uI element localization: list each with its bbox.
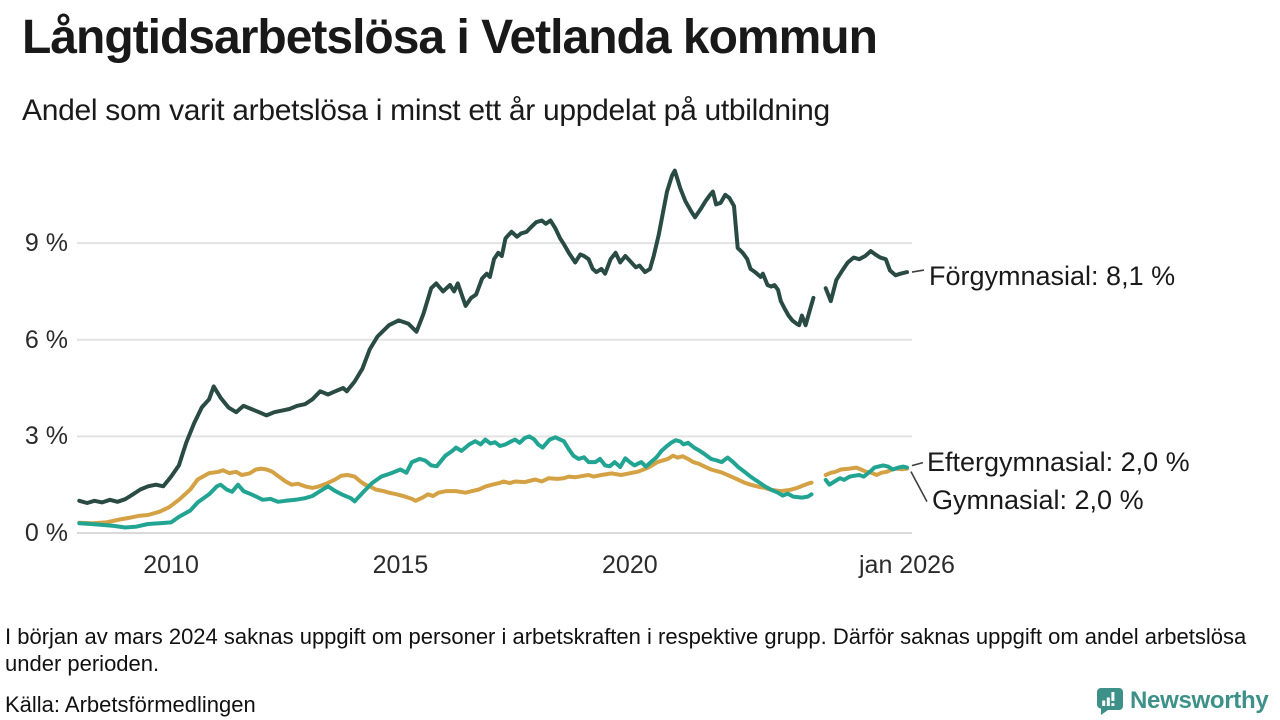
- y-axis-tick-3: 3 %: [24, 422, 68, 451]
- x-axis-tick-2010: 2010: [143, 551, 199, 579]
- series-line-gymnasial-seg1: [77, 453, 814, 526]
- x-axis-tick-jan-2026: jan 2026: [858, 551, 955, 579]
- source-line: Källa: Arbetsförmedlingen: [5, 692, 256, 717]
- x-axis-tick-2020: 2020: [602, 551, 658, 579]
- label-connector-gymnasial: [910, 471, 928, 502]
- page-title: Långtidsarbetslösa i Vetlanda kommun: [22, 11, 878, 64]
- y-axis-tick-6: 6 %: [24, 325, 68, 354]
- label-connector-eftergymnasial: [911, 461, 924, 467]
- newsworthy-logo-icon: [1097, 688, 1123, 715]
- newsworthy-logo-text: Newsworthy: [1130, 687, 1269, 714]
- series-line-forgymnasial-seg1: [77, 168, 816, 505]
- page-subtitle: Andel som varit arbetslösa i minst ett å…: [22, 94, 830, 127]
- series-end-label-eftergymnasial: Eftergymnasial: 2,0 %: [927, 447, 1190, 477]
- x-axis-tick-2015: 2015: [372, 551, 429, 579]
- series-end-label-gymnasial: Gymnasial: 2,0 %: [932, 485, 1144, 515]
- newsworthy-logo: Newsworthy: [1096, 687, 1269, 715]
- y-axis-tick-9: 9 %: [24, 229, 68, 258]
- series-line-eftergymnasial-seg2: [823, 463, 909, 487]
- footnote: I början av mars 2024 saknas uppgift om …: [5, 624, 1247, 676]
- label-connector-forgymnasial: [911, 269, 925, 273]
- series-line-eftergymnasial-seg1: [77, 434, 814, 530]
- series-end-label-forgymnasial: Förgymnasial: 8,1 %: [929, 261, 1176, 291]
- y-axis-tick-0: 0 %: [24, 519, 68, 547]
- series-line-forgymnasial-seg2: [823, 249, 909, 304]
